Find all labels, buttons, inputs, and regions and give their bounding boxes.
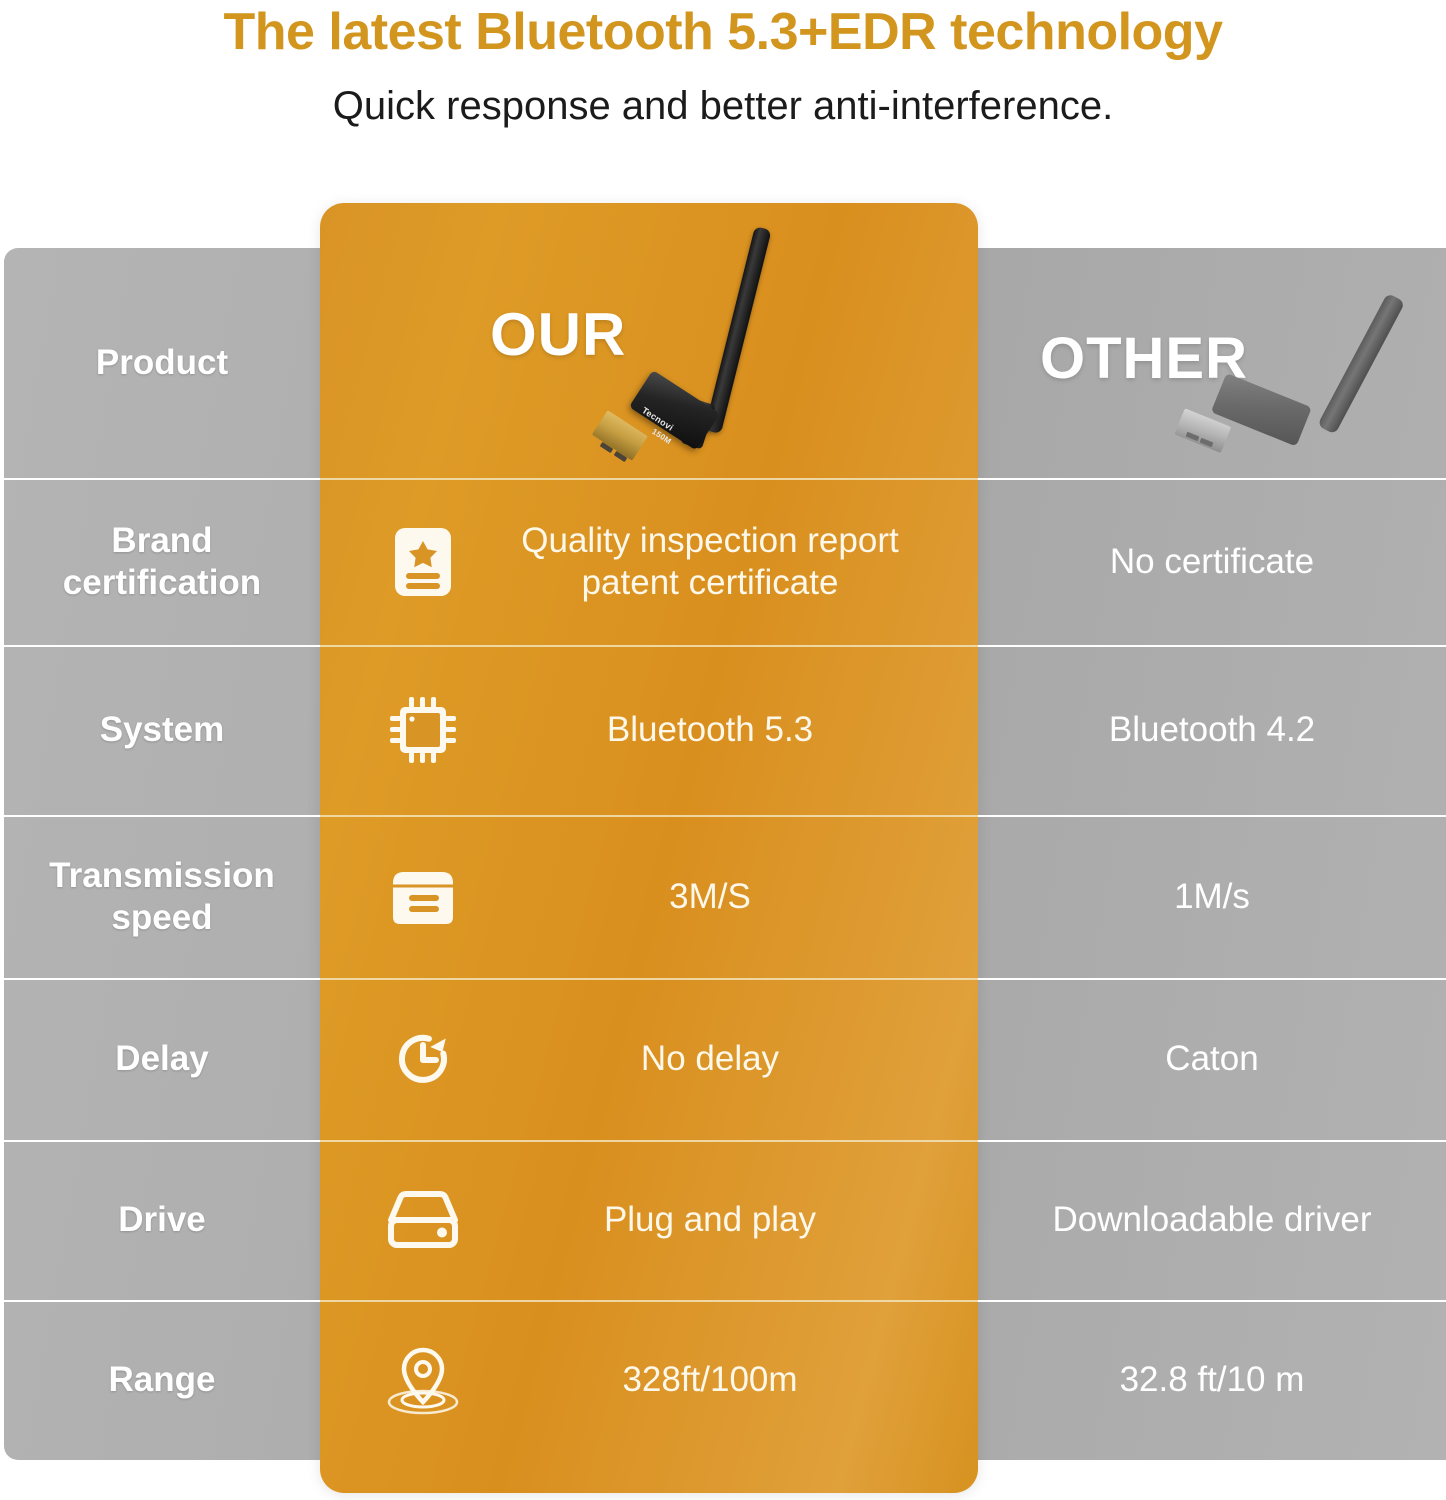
row-divider <box>978 978 1446 980</box>
row-label-line2: speed <box>111 897 213 937</box>
other-product-image <box>1174 278 1406 478</box>
row-divider <box>978 815 1446 817</box>
row-label-product: Product <box>4 248 320 478</box>
our-column-title: OUR <box>490 301 627 368</box>
row-divider <box>4 645 320 647</box>
page-headline: The latest Bluetooth 5.3+EDR technology <box>223 3 1223 61</box>
hard-drive-icon <box>368 1188 478 1252</box>
our-cell-range: 328ft/100m <box>320 1300 978 1460</box>
row-label-text: Range <box>108 1360 216 1400</box>
row-divider <box>978 1140 1446 1142</box>
other-cell-transmission-speed: 1M/s <box>978 815 1446 978</box>
other-cell-value: Bluetooth 4.2 <box>1108 710 1316 749</box>
other-cell-value: Downloadable driver <box>1052 1200 1372 1239</box>
row-label-text: System <box>99 710 225 750</box>
our-cell-value-line2: patent certificate <box>581 562 839 602</box>
clock-restore-icon <box>368 1023 478 1095</box>
row-divider <box>320 1140 978 1142</box>
row-label-system: System <box>4 645 320 815</box>
other-cell-system: Bluetooth 4.2 <box>978 645 1446 815</box>
row-divider <box>978 645 1446 647</box>
row-label-line2: certification <box>62 562 262 602</box>
row-label-drive: Drive <box>4 1140 320 1300</box>
other-cell-value: No certificate <box>1109 541 1315 581</box>
map-pin-icon <box>368 1340 478 1420</box>
our-cell-delay: No delay <box>320 978 978 1140</box>
other-cell-value: 32.8 ft/10 m <box>1119 1360 1305 1399</box>
other-cell-value: 1M/s <box>1174 876 1250 916</box>
our-cell-value: Quality inspection report patent certifi… <box>478 520 978 604</box>
our-cell-value: 3M/S <box>669 876 751 916</box>
row-divider <box>4 978 320 980</box>
row-label-line1: Transmission <box>49 856 275 896</box>
row-label-text: Transmission speed <box>49 855 275 938</box>
row-divider <box>978 478 1446 480</box>
row-label-transmission-speed: Transmission speed <box>4 815 320 978</box>
row-label-range: Range <box>4 1300 320 1460</box>
row-label-text: Product <box>95 343 229 383</box>
row-divider <box>978 1300 1446 1302</box>
our-cell-value: No delay <box>640 1039 780 1078</box>
row-divider <box>320 1300 978 1302</box>
row-divider <box>4 478 320 480</box>
other-cell-drive: Downloadable driver <box>978 1140 1446 1300</box>
our-cell-value-line1: Quality inspection report <box>521 520 899 560</box>
antenna-shape <box>1317 292 1406 435</box>
row-divider <box>320 478 978 480</box>
row-label-line1: Brand <box>111 521 213 561</box>
other-cell-delay: Caton <box>978 978 1446 1140</box>
our-cell-drive: Plug and play <box>320 1140 978 1300</box>
our-product-image: Tecnovi 150M <box>588 222 798 482</box>
row-label-text: Delay <box>115 1039 209 1079</box>
row-divider <box>320 815 978 817</box>
row-divider <box>320 978 978 980</box>
chip-icon <box>368 694 478 766</box>
row-label-text: Brand certification <box>63 520 261 603</box>
other-cell-range: 32.8 ft/10 m <box>978 1300 1446 1460</box>
our-cell-value: 328ft/100m <box>622 1360 798 1399</box>
page-subheadline: Quick response and better anti-interfere… <box>332 84 1114 128</box>
archive-box-icon <box>368 868 478 926</box>
our-cell-transmission-speed: 3M/S <box>320 815 978 978</box>
our-cell-brand-certification: Quality inspection report patent certifi… <box>320 478 978 645</box>
row-label-text: Drive <box>118 1200 206 1240</box>
other-column-title: OTHER <box>1040 326 1248 391</box>
row-divider <box>4 1140 320 1142</box>
our-cell-value: Plug and play <box>603 1200 817 1239</box>
our-cell-value: Bluetooth 5.3 <box>606 710 814 749</box>
antenna-shape <box>704 226 772 435</box>
other-cell-value: Caton <box>1165 1039 1259 1078</box>
row-divider <box>320 645 978 647</box>
row-label-brand-certification: Brand certification <box>4 478 320 645</box>
certificate-icon <box>368 525 478 599</box>
row-label-delay: Delay <box>4 978 320 1140</box>
row-divider <box>4 1300 320 1302</box>
other-cell-brand-certification: No certificate <box>978 478 1446 645</box>
our-cell-system: Bluetooth 5.3 <box>320 645 978 815</box>
row-divider <box>4 815 320 817</box>
